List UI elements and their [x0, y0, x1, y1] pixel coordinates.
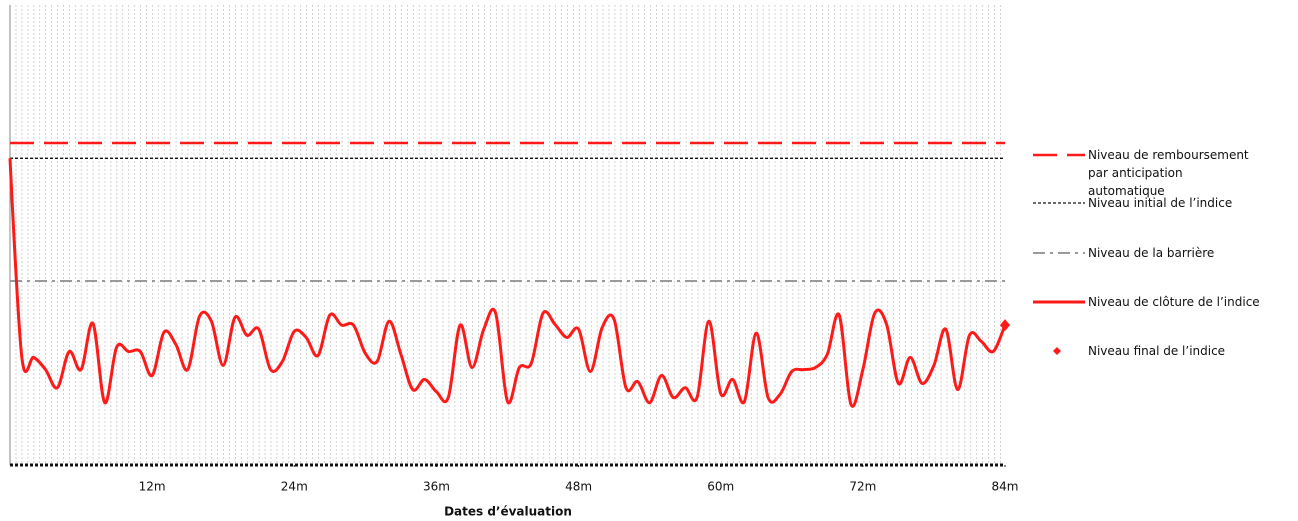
- final-point: [1000, 319, 1010, 332]
- x-tick-label: 72m: [849, 480, 876, 494]
- legend-swatch: [1053, 347, 1061, 355]
- x-tick-label: 12m: [139, 480, 166, 494]
- legend-label: Niveau initial de l’indice: [1088, 196, 1233, 210]
- legend-label: Niveau de clôture de l’indice: [1088, 295, 1260, 309]
- x-tick-label: 48m: [565, 480, 592, 494]
- legend-label: Niveau de la barrière: [1088, 246, 1215, 260]
- x-tick-label: 36m: [423, 480, 450, 494]
- legend-label: Niveau final de l’indice: [1088, 344, 1226, 358]
- x-tick-label: 60m: [707, 480, 734, 494]
- legend-label: Niveau de remboursement par anticipation…: [1088, 148, 1249, 198]
- index-line: [8, 158, 1007, 408]
- x-axis-label: Dates d’évaluation: [444, 505, 572, 519]
- x-tick-label: 24m: [281, 480, 308, 494]
- x-tick-label: 84m: [992, 480, 1019, 494]
